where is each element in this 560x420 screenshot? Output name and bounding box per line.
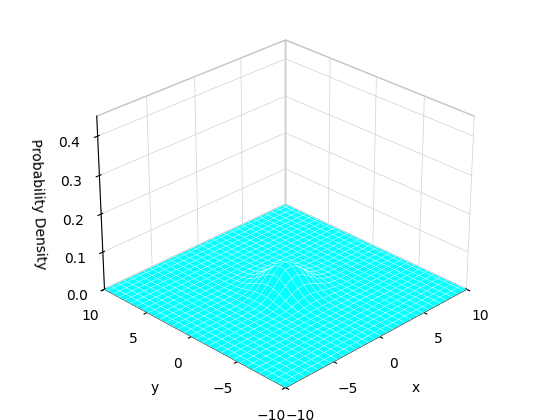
Y-axis label: y: y [151,381,159,395]
X-axis label: x: x [412,381,420,395]
